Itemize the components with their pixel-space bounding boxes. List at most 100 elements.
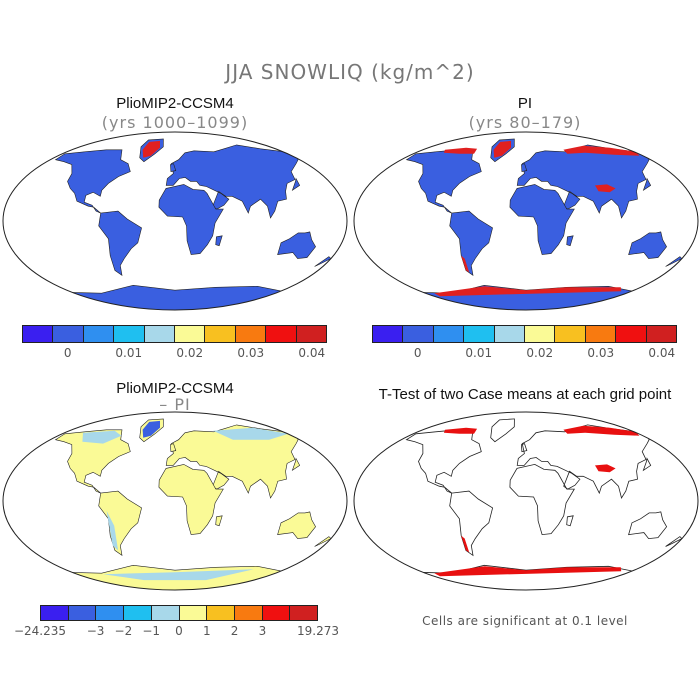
colorbar-swatch [234,606,263,620]
colorbar-swatch [179,606,208,620]
colorbar-swatch [266,326,297,342]
colorbar-swatch [494,326,526,342]
colorbar-tick-label: 0 [413,346,422,360]
land-southAmerica [98,210,142,277]
map-layer [405,138,683,310]
colorbar-tick-label: 0.02 [526,346,554,360]
snow-patch-greenland [142,140,160,158]
colorbar-top-left [22,325,327,343]
land-japan [642,177,652,192]
land-northAmerica [405,429,482,494]
land-southAmerica [98,490,142,557]
map-layer [54,418,332,590]
colorbar-tick-label: 2 [230,624,239,638]
colorbar-swatch [433,326,465,342]
land-madagascar [566,515,574,527]
colorbar-bottom [40,605,318,621]
colorbar-swatch [205,326,236,342]
colorbar-tick-label: 0.02 [176,346,204,360]
land-africa [509,184,575,255]
land-australia [628,511,668,540]
panel-subtitle-bottom-left: – PI [159,395,191,414]
land-madagascar [215,515,223,527]
signif-patch-antarctic-coast [434,566,622,577]
panel-title-bottom-right: T-Test of two Case means at each grid po… [378,386,672,403]
land-japan [291,457,301,472]
colorbar-swatch [124,606,152,620]
colorbar-swatch [585,326,617,342]
figure-title: JJA SNOWLIQ (kg/m^2) [225,60,475,84]
snow-patch-andes [461,255,470,273]
land-australia [277,511,316,539]
land-britain [520,443,528,453]
land-southAmerica [449,210,493,277]
diff-patch-andes [106,510,119,551]
colorbar-swatch [403,326,434,342]
land-eurasia [516,424,650,500]
map-top-right [353,131,699,311]
land-britain [521,163,528,172]
colorbar-tick-label: 0.03 [587,346,615,360]
land-australia [277,231,316,259]
signif-patch-arctic-canada [443,427,478,434]
land-africa [158,464,224,535]
significance-note: Cells are significant at 0.1 level [422,614,628,628]
colorbar-swatch [68,606,97,620]
colorbar-swatch [262,606,291,620]
panel-title-top-right: PI [517,95,533,112]
snow-patch-siberia [563,145,640,156]
land-japan [291,177,301,192]
snow-patch-tibet [595,184,616,193]
snow-patch-greenland [493,140,511,158]
diff-patch-canada [82,430,122,444]
colorbar-swatch [646,326,677,342]
colorbar-tick-label: 1 [202,624,211,638]
land-southAmerica [449,490,494,557]
map-border [353,411,699,591]
colorbar-tick-label: 0.01 [115,346,143,360]
map-bottom-right [353,411,699,591]
map-border [2,411,348,591]
map-border [2,131,348,311]
colorbar-swatch [555,326,586,342]
colorbar-tick-label: 0 [63,346,72,360]
colorbar-tick-label: −3 [86,624,105,638]
colorbar-swatch [175,326,206,342]
colorbar-swatch [144,326,176,342]
panel-subtitle-top-right: (yrs 80–179) [468,113,582,132]
colorbar-tick-label: 0.03 [237,346,265,360]
land-eurasia [165,144,299,219]
map-top-left [2,131,348,311]
colorbar-swatch [290,606,318,620]
signif-patch-andes [461,535,470,553]
land-britain [170,163,177,172]
panel-title-bottom-left: PlioMIP2-CCSM4 [116,380,234,397]
colorbar-swatch [114,326,145,342]
colorbar-tick-label: 0.01 [465,346,493,360]
colorbar-tick-label: 0.04 [648,346,676,360]
colorbar-swatch [83,326,115,342]
colorbar-swatch [23,326,54,342]
colorbar-swatch [616,326,647,342]
land-britain [170,443,177,452]
colorbar-tick-label: 0 [175,624,183,638]
snow-patch-antarctic-coast [434,286,622,297]
colorbar-tick-label: −24.235 [13,624,67,638]
colorbar-swatch [41,606,69,620]
snow-patch-arctic-canada [443,147,478,154]
panel-title-top-left: PlioMIP2-CCSM4 [116,95,234,112]
land-australia [628,231,667,259]
diff-patch-siberia [213,427,289,440]
map-bottom-left [2,411,348,591]
colorbar-swatch [464,326,495,342]
colorbar-swatch [96,606,125,620]
land-madagascar [215,235,223,247]
colorbar-swatch [53,326,84,342]
land-africa [509,463,576,536]
colorbar-top-right [372,325,677,343]
panel-subtitle-top-left: (yrs 1000–1099) [101,113,249,132]
colorbar-swatch [373,326,404,342]
land-northAmerica [54,149,131,214]
colorbar-swatch [151,606,180,620]
signif-patch-siberia [563,425,640,436]
